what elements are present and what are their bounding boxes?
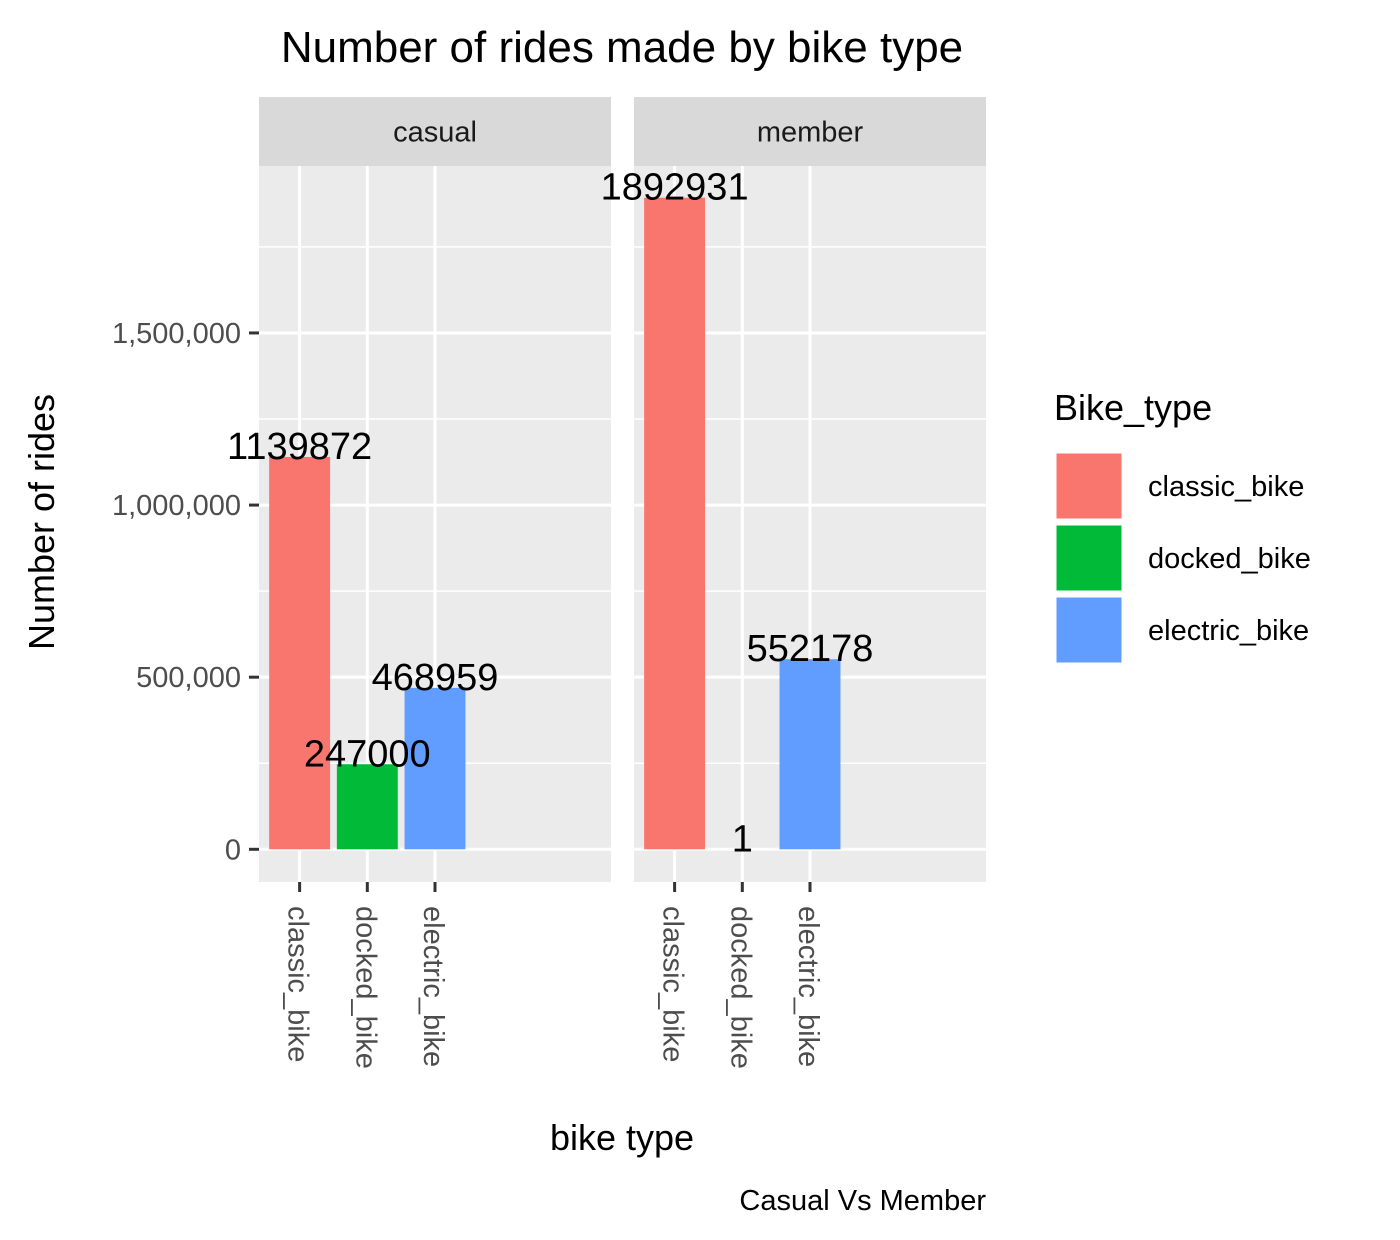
x-tick-label: classic_bike (657, 906, 689, 1062)
legend-key-electric_bike (1053, 594, 1125, 666)
facet-strip-label: member (757, 117, 864, 149)
x-tick-label: electric_bike (417, 906, 449, 1067)
legend-title: Bike_type (1054, 387, 1212, 428)
x-tick-label: docked_bike (724, 906, 756, 1069)
y-tick-label: 0 (225, 834, 241, 866)
x-tick-label: electric_bike (792, 906, 824, 1067)
legend-key-docked_bike (1053, 522, 1125, 594)
x-tick-label: classic_bike (282, 906, 314, 1062)
bar-casual-docked_bike (336, 764, 398, 850)
facet-panels: casual 1139872 247000 468959 classic_bike doc… (227, 97, 986, 1069)
bar-casual-classic_bike (269, 456, 331, 850)
legend-key-classic_bike (1053, 450, 1125, 522)
legend-label: electric_bike (1148, 615, 1309, 647)
facet-strip-label: casual (393, 117, 477, 149)
bar-casual-electric_bike (404, 687, 466, 850)
y-axis: 0 500,000 1,000,000 1,500,000 (112, 318, 259, 866)
data-label-member-docked_bike: 1 (732, 818, 753, 860)
legend-label: classic_bike (1148, 471, 1304, 503)
chart-caption: Casual Vs Member (739, 1185, 986, 1217)
chart-title: Number of rides made by bike type (281, 23, 963, 72)
y-tick-label: 1,500,000 (112, 318, 241, 350)
legend: Bike_type classic_bike docked_bikeelectri… (1053, 387, 1311, 666)
data-label-member-classic_bike: 1892931 (601, 167, 749, 209)
y-axis-title: Number of rides (21, 394, 62, 650)
bar-member-classic_bike (644, 197, 706, 850)
x-tick-label: docked_bike (349, 906, 381, 1069)
bar-member-electric_bike (779, 659, 841, 850)
y-tick-label: 500,000 (136, 662, 241, 694)
data-label-casual-docked_bike: 247000 (304, 733, 431, 775)
facet-strip (634, 97, 986, 166)
x-axis-title: bike type (550, 1117, 694, 1158)
y-tick-label: 1,000,000 (112, 490, 241, 522)
data-label-casual-electric_bike: 468959 (372, 657, 499, 699)
data-label-member-electric_bike: 552178 (747, 628, 874, 670)
legend-label: docked_bike (1148, 543, 1311, 575)
facet-panel-casual: casual 1139872 247000 468959 classic_bike doc… (227, 97, 611, 1069)
facet-strip (259, 97, 611, 166)
data-label-casual-classic_bike: 1139872 (227, 426, 372, 468)
